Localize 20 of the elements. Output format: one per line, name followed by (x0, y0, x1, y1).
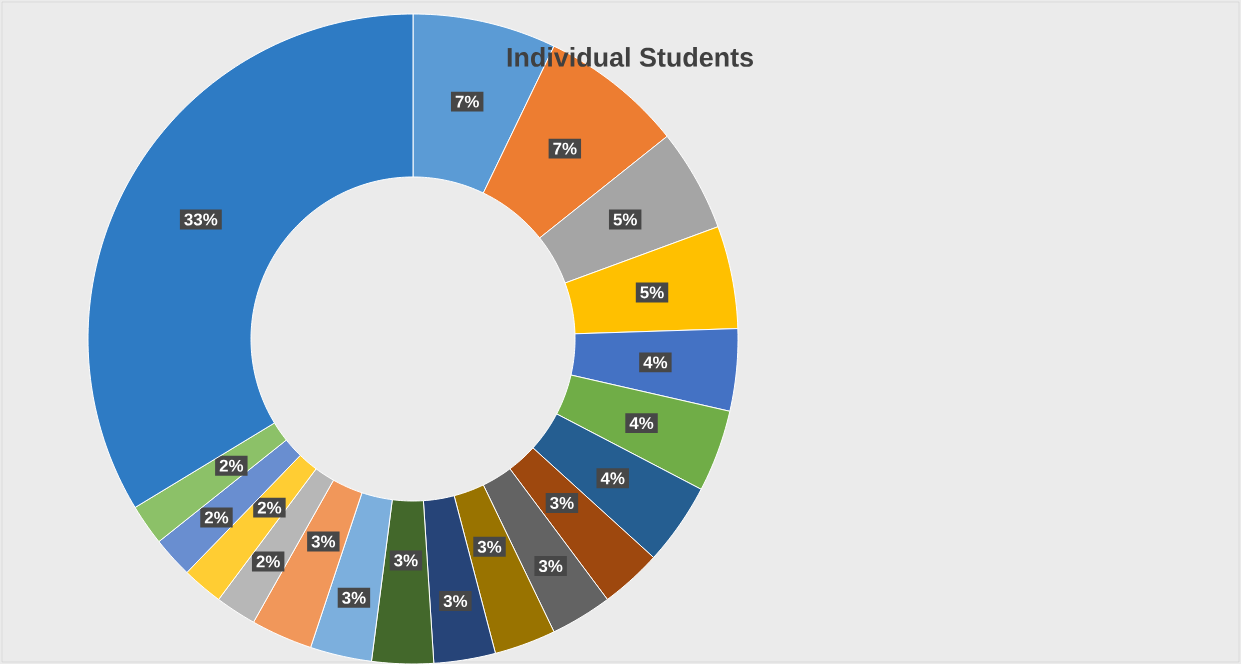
data-label: 2% (257, 501, 282, 514)
data-label: 3% (477, 540, 502, 553)
data-label: 3% (443, 594, 468, 607)
data-label: 3% (394, 554, 418, 567)
data-label: 3% (311, 535, 336, 548)
data-label: 5% (613, 213, 637, 226)
data-label: 2% (256, 555, 280, 568)
data-label: 3% (538, 559, 563, 572)
data-label: 3% (550, 496, 574, 509)
data-label: 2% (219, 459, 244, 472)
data-label: 2% (204, 511, 229, 524)
data-label: 4% (629, 416, 654, 429)
data-label: 3% (342, 591, 366, 604)
text: Individual Students (507, 46, 753, 67)
data-label: 7% (455, 95, 479, 108)
data-label: 7% (553, 142, 577, 155)
data-label: 5% (640, 286, 664, 299)
data-label: 33% (184, 213, 218, 226)
data-label: 4% (643, 356, 668, 369)
data-label: 4% (600, 472, 625, 485)
